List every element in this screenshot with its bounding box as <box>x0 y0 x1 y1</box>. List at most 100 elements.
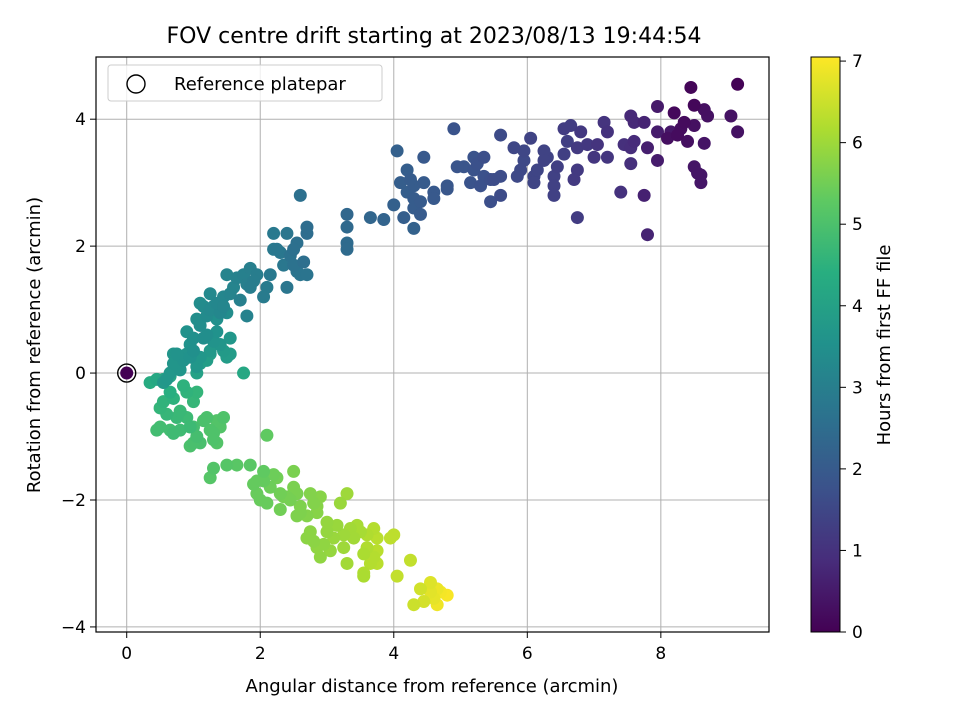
data-point <box>627 134 641 148</box>
data-point <box>450 160 464 174</box>
data-point <box>300 220 314 234</box>
data-point <box>560 134 574 148</box>
data-point <box>550 160 564 174</box>
data-point <box>590 138 604 152</box>
data-point <box>267 226 281 240</box>
data-point <box>697 103 711 117</box>
data-point <box>330 518 344 532</box>
data-point <box>537 153 551 167</box>
data-point <box>383 531 397 545</box>
x-tick-label: 2 <box>255 644 266 664</box>
data-point <box>614 185 628 199</box>
data-point <box>587 150 601 164</box>
data-point <box>517 144 531 158</box>
data-point <box>176 379 190 393</box>
data-point <box>247 477 261 491</box>
data-point <box>600 150 614 164</box>
data-point <box>567 172 581 186</box>
data-point <box>667 106 681 120</box>
data-point <box>183 420 197 434</box>
data-point <box>527 176 541 190</box>
data-point <box>277 258 291 272</box>
data-point <box>160 372 174 386</box>
data-point <box>557 122 571 136</box>
data-point <box>413 195 427 209</box>
data-point <box>240 309 254 323</box>
colorbar-tick-label: 6 <box>852 134 863 154</box>
data-point <box>270 242 284 256</box>
data-point <box>724 109 738 123</box>
data-point <box>637 115 651 129</box>
data-point <box>287 258 301 272</box>
colorbar-tick-label: 1 <box>852 541 863 561</box>
data-point <box>363 211 377 225</box>
data-point <box>413 207 427 221</box>
data-point <box>637 188 651 202</box>
data-point <box>651 153 665 167</box>
data-point <box>340 220 354 234</box>
data-point <box>684 80 698 94</box>
colorbar-label: Hours from first FF file <box>874 245 895 446</box>
data-point <box>333 496 347 510</box>
y-tick-label: −2 <box>61 491 86 511</box>
data-point <box>661 131 675 145</box>
reference-point <box>120 366 134 380</box>
data-point <box>267 468 281 482</box>
legend-box <box>107 64 383 102</box>
data-point <box>570 211 584 225</box>
colorbar-tick-label: 0 <box>852 623 863 643</box>
data-point <box>233 293 247 307</box>
data-point <box>367 550 381 564</box>
data-point <box>203 287 217 301</box>
data-point <box>691 166 705 180</box>
data-point <box>217 410 231 424</box>
data-point <box>223 287 237 301</box>
data-point <box>237 366 251 380</box>
colorbar-tick-label: 2 <box>852 460 863 480</box>
data-point <box>300 268 314 282</box>
data-point <box>170 347 184 361</box>
data-point <box>293 506 307 520</box>
data-point <box>494 188 508 202</box>
data-point <box>337 541 351 555</box>
data-point <box>220 268 234 282</box>
data-point <box>200 410 214 424</box>
data-point <box>507 141 521 155</box>
data-point <box>280 280 294 294</box>
data-point <box>210 325 224 339</box>
data-point <box>243 280 257 294</box>
data-point <box>403 172 417 186</box>
data-point <box>427 192 441 206</box>
data-point <box>207 433 221 447</box>
x-tick-label: 0 <box>121 644 132 664</box>
data-point <box>173 404 187 418</box>
chart-title: FOV centre drift starting at 2023/08/13 … <box>167 24 702 49</box>
data-point <box>317 537 331 551</box>
data-point <box>193 318 207 332</box>
data-point <box>477 150 491 164</box>
data-point <box>156 395 170 409</box>
data-point <box>494 128 508 142</box>
data-point <box>640 141 654 155</box>
data-point <box>200 328 214 342</box>
data-point <box>220 458 234 472</box>
colorbar-tick-label: 5 <box>852 215 863 235</box>
data-point <box>464 176 478 190</box>
data-point <box>357 569 371 583</box>
data-point <box>423 585 437 599</box>
data-point <box>263 268 277 282</box>
y-axis-label: Rotation from reference (arcmin) <box>24 197 45 493</box>
data-point <box>223 331 237 345</box>
data-point <box>397 211 411 225</box>
data-point <box>337 528 351 542</box>
data-point <box>297 255 311 269</box>
colorbar-tick-label: 4 <box>852 297 863 317</box>
data-point <box>340 487 354 501</box>
data-point <box>287 242 301 256</box>
data-point <box>403 553 417 567</box>
data-point <box>150 423 164 437</box>
data-point <box>387 198 401 212</box>
data-point <box>340 556 354 570</box>
legend: Reference platepar <box>107 64 383 102</box>
